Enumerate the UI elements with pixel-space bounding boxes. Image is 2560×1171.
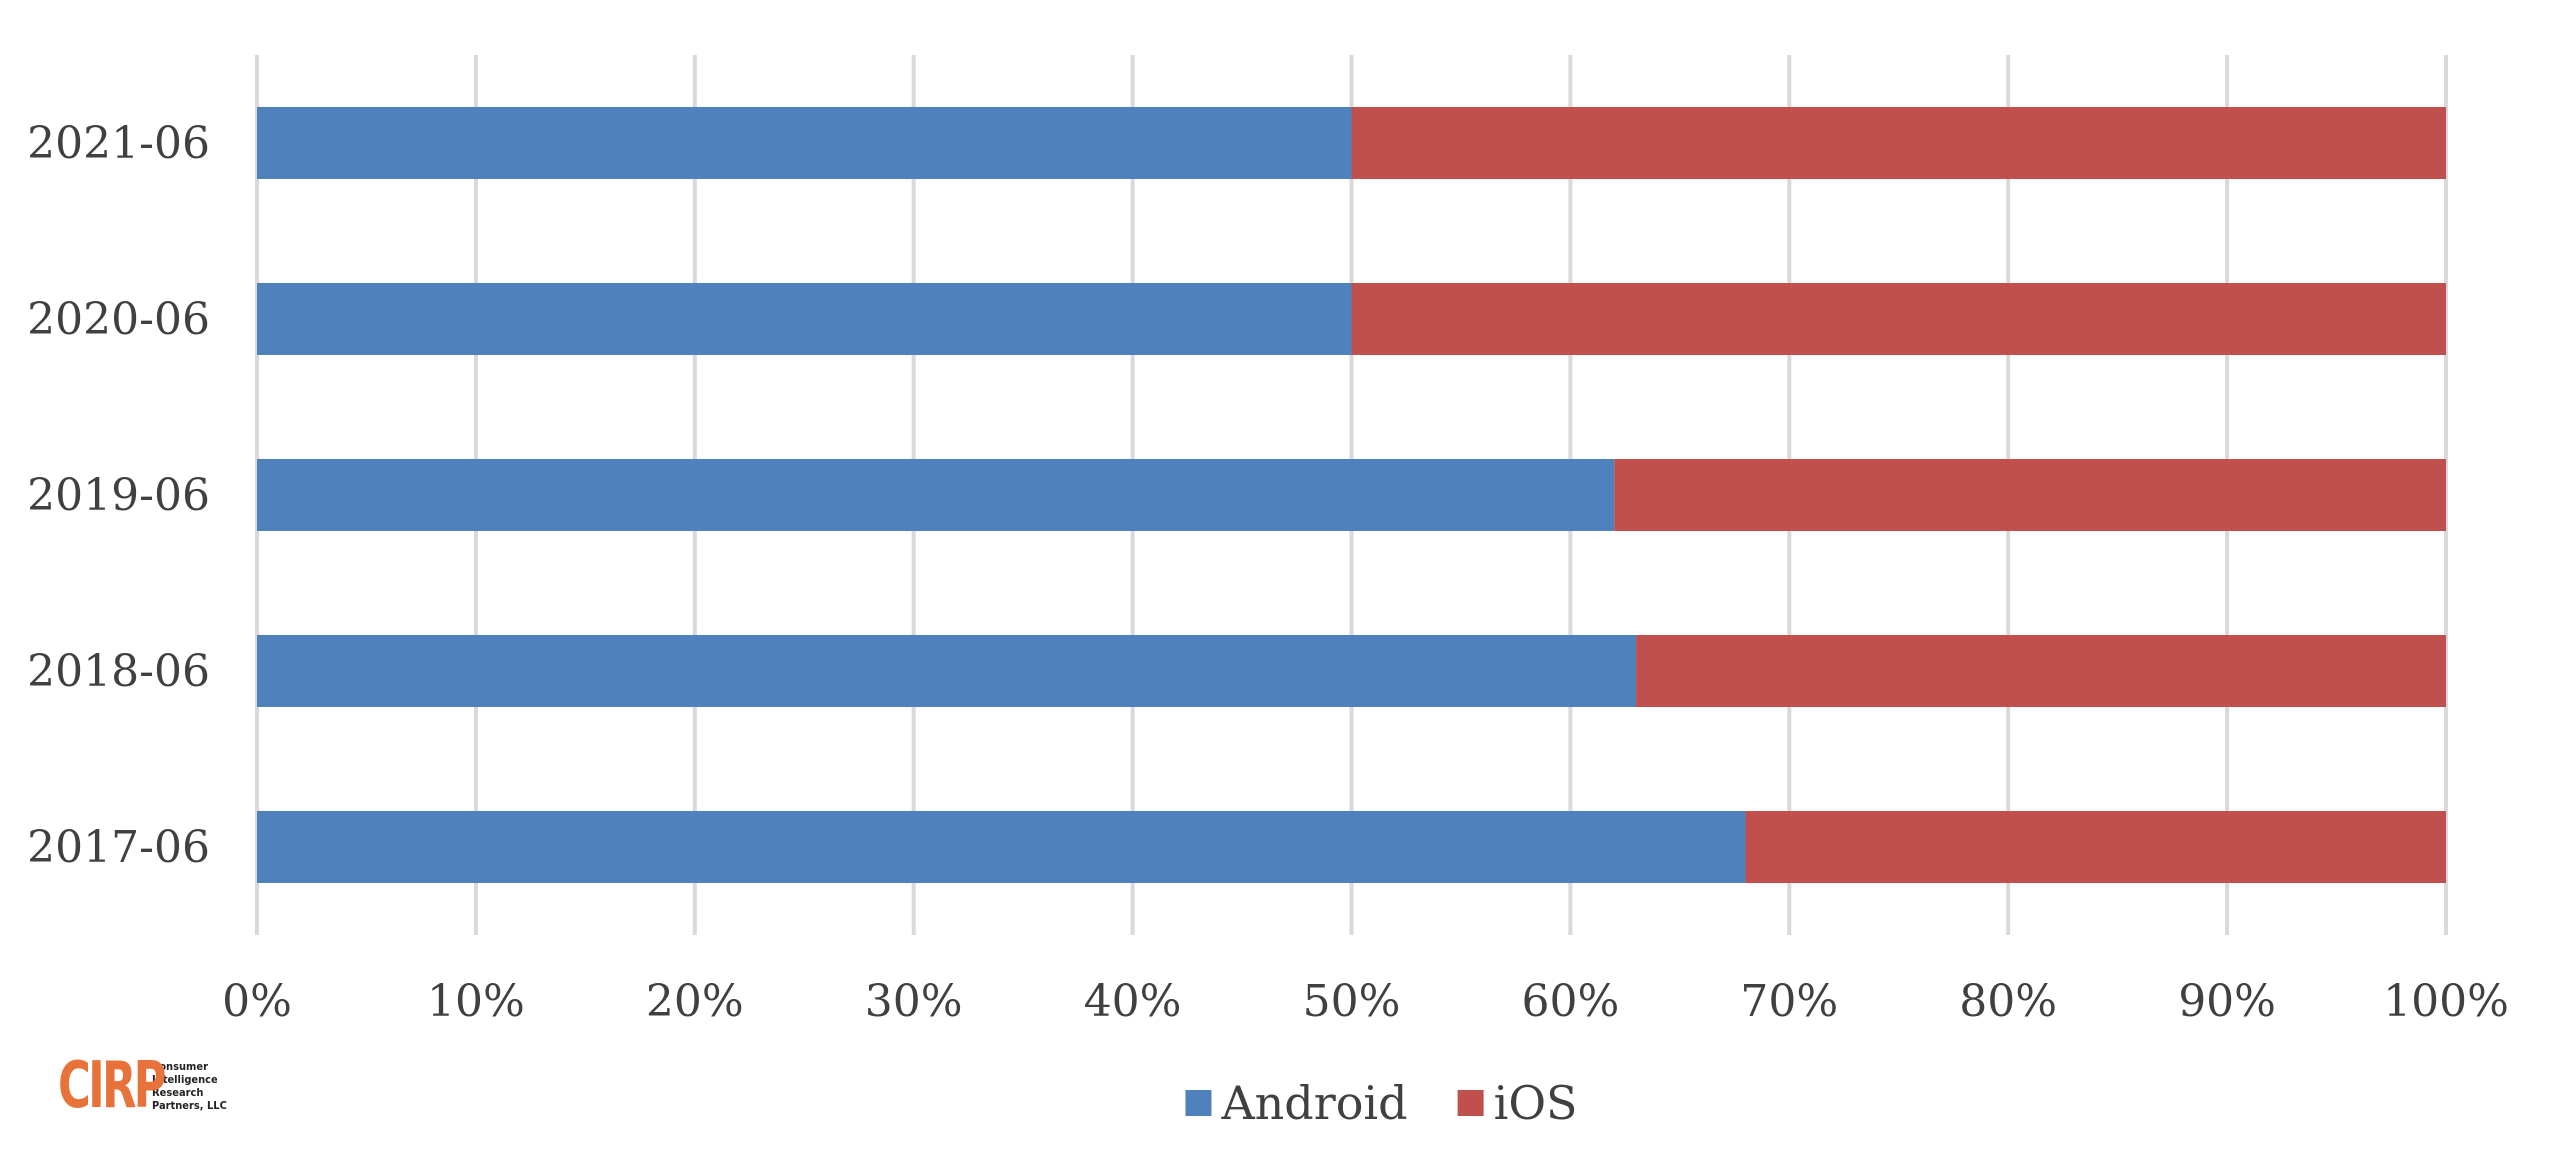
x-tick-label: 80% <box>1959 976 2057 1027</box>
x-tick-labels: 0% 10% 20% 30% 40% 50% 60% 70% 80% 90% 100% <box>222 976 2509 1027</box>
cirp-logo: CIRP Consumer Intelligence Research Part… <box>58 1046 227 1126</box>
x-tick-label: 70% <box>1740 976 1838 1027</box>
category-label: 2019-06 <box>27 470 210 521</box>
cirp-logo-line: Intelligence <box>152 1073 218 1086</box>
bar-ios-2021-06 <box>1351 107 2446 179</box>
legend-items: Android iOS <box>1185 1076 1578 1130</box>
bar-ios-2018-06 <box>1636 635 2446 707</box>
category-label: 2021-06 <box>27 118 210 169</box>
category-label: 2017-06 <box>27 822 210 873</box>
bar-ios-2020-06 <box>1351 283 2446 355</box>
cirp-logo-line: Consumer <box>152 1060 208 1073</box>
bar-android-2020-06 <box>257 283 1352 355</box>
bar-ios-2019-06 <box>1614 459 2446 531</box>
cirp-logo-line: Research <box>152 1086 204 1099</box>
legend-swatch-ios <box>1457 1090 1484 1116</box>
category-label: 2020-06 <box>27 294 210 345</box>
cirp-logo-line: Partners, LLC <box>152 1099 227 1112</box>
x-tick-label: 10% <box>427 976 525 1027</box>
category-labels: 2021-06 2020-06 2019-06 2018-06 2017-06 <box>27 118 210 873</box>
legend-label-ios: iOS <box>1494 1076 1578 1130</box>
cirp-logo-mark: CIRP <box>58 1049 166 1123</box>
x-tick-label: 40% <box>1084 976 1182 1027</box>
x-tick-label: 100% <box>2383 976 2509 1027</box>
bar-android-2018-06 <box>257 635 1637 707</box>
bar-android-2019-06 <box>257 459 1615 531</box>
bars <box>257 107 2446 883</box>
bar-android-2017-06 <box>257 811 1746 883</box>
x-tick-label: 60% <box>1522 976 1620 1027</box>
x-tick-label: 0% <box>222 976 292 1027</box>
bar-ios-2017-06 <box>1745 811 2446 883</box>
x-tick-label: 90% <box>2178 976 2276 1027</box>
x-tick-label: 20% <box>646 976 744 1027</box>
x-tick-label: 30% <box>865 976 963 1027</box>
bar-android-2021-06 <box>257 107 1352 179</box>
category-label: 2018-06 <box>27 646 210 697</box>
legend: Android iOS <box>1185 1076 1578 1130</box>
legend-swatch-android <box>1185 1090 1212 1116</box>
cirp-logo-text: Consumer Intelligence Research Partners,… <box>152 1060 227 1112</box>
x-tick-label: 50% <box>1303 976 1401 1027</box>
legend-label-android: Android <box>1220 1076 1407 1130</box>
